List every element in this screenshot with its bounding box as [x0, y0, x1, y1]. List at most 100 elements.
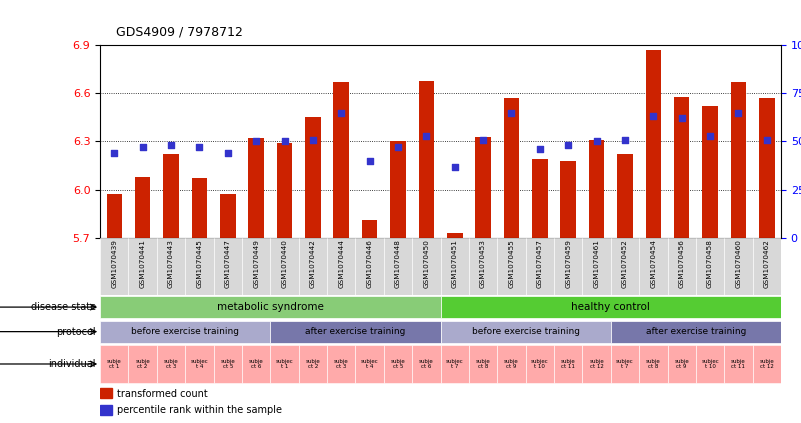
Point: [449, 163, 461, 170]
Text: GSM1070440: GSM1070440: [281, 239, 288, 288]
Bar: [356, 238, 384, 295]
Text: subje
ct 12: subje ct 12: [590, 359, 604, 369]
Bar: [100, 238, 128, 295]
Text: subje
ct 3: subje ct 3: [334, 359, 348, 369]
Bar: [617, 154, 633, 238]
Point: [363, 157, 376, 164]
Bar: [185, 345, 214, 383]
Text: GSM1070445: GSM1070445: [196, 239, 203, 288]
Point: [193, 144, 206, 151]
Text: GSM1070449: GSM1070449: [253, 239, 260, 288]
Text: after exercise training: after exercise training: [646, 327, 746, 336]
Bar: [441, 296, 781, 318]
Bar: [362, 220, 377, 238]
Bar: [384, 345, 413, 383]
Text: subjec
t 1: subjec t 1: [276, 359, 293, 369]
Text: GSM1070459: GSM1070459: [566, 239, 571, 288]
Text: GSM1070451: GSM1070451: [452, 239, 457, 288]
Bar: [497, 238, 525, 295]
Text: GSM1070439: GSM1070439: [111, 239, 117, 288]
Bar: [157, 238, 185, 295]
Text: GSM1070443: GSM1070443: [168, 239, 174, 288]
Bar: [128, 238, 157, 295]
Point: [590, 138, 603, 145]
Bar: [185, 238, 214, 295]
Bar: [191, 179, 207, 238]
Text: subje
ct 11: subje ct 11: [561, 359, 576, 369]
Bar: [667, 345, 696, 383]
Bar: [554, 238, 582, 295]
Bar: [497, 345, 525, 383]
Bar: [128, 345, 157, 383]
Text: transformed count: transformed count: [117, 389, 208, 399]
Text: protocol: protocol: [57, 327, 96, 337]
Point: [760, 136, 773, 143]
Bar: [135, 177, 151, 238]
Bar: [384, 238, 413, 295]
Bar: [582, 345, 610, 383]
Bar: [327, 345, 356, 383]
Text: GSM1070441: GSM1070441: [139, 239, 146, 288]
Bar: [100, 345, 128, 383]
Point: [420, 132, 433, 139]
Bar: [759, 98, 775, 238]
Point: [477, 136, 489, 143]
Text: subje
ct 8: subje ct 8: [646, 359, 661, 369]
Text: GSM1070447: GSM1070447: [225, 239, 231, 288]
Point: [647, 113, 660, 120]
Bar: [504, 98, 519, 238]
Bar: [639, 238, 667, 295]
Text: subje
ct 3: subje ct 3: [163, 359, 179, 369]
Bar: [220, 195, 235, 238]
Point: [250, 138, 263, 145]
Text: healthy control: healthy control: [571, 302, 650, 312]
Point: [278, 138, 291, 145]
Text: subjec
t 7: subjec t 7: [446, 359, 464, 369]
Bar: [248, 138, 264, 238]
Point: [108, 150, 121, 157]
Bar: [270, 321, 441, 343]
Bar: [469, 345, 497, 383]
Bar: [724, 238, 753, 295]
Point: [335, 109, 348, 116]
Bar: [327, 238, 356, 295]
Bar: [242, 345, 270, 383]
Text: individual: individual: [49, 359, 96, 369]
Text: GSM1070453: GSM1070453: [480, 239, 486, 288]
Bar: [469, 238, 497, 295]
Bar: [299, 238, 327, 295]
Text: GSM1070452: GSM1070452: [622, 239, 628, 288]
Bar: [753, 238, 781, 295]
Text: GSM1070454: GSM1070454: [650, 239, 656, 288]
Text: GSM1070442: GSM1070442: [310, 239, 316, 288]
Bar: [441, 321, 610, 343]
Text: subje
ct 2: subje ct 2: [305, 359, 320, 369]
Bar: [441, 345, 469, 383]
Bar: [100, 321, 270, 343]
Bar: [646, 50, 661, 238]
Point: [307, 136, 320, 143]
Text: GSM1070444: GSM1070444: [338, 239, 344, 288]
Bar: [214, 345, 242, 383]
Point: [675, 115, 688, 122]
Bar: [525, 345, 554, 383]
Text: subje
ct 12: subje ct 12: [759, 359, 774, 369]
Bar: [413, 345, 441, 383]
Point: [505, 109, 518, 116]
Text: before exercise training: before exercise training: [472, 327, 580, 336]
Bar: [696, 345, 724, 383]
Bar: [299, 345, 327, 383]
Bar: [532, 159, 548, 238]
Text: subje
ct 5: subje ct 5: [391, 359, 405, 369]
Text: before exercise training: before exercise training: [131, 327, 239, 336]
Text: subje
ct 9: subje ct 9: [504, 359, 519, 369]
Bar: [731, 82, 747, 238]
Bar: [753, 345, 781, 383]
Text: subje
ct 1: subje ct 1: [107, 359, 122, 369]
Point: [562, 142, 574, 149]
Text: after exercise training: after exercise training: [305, 327, 405, 336]
Bar: [696, 238, 724, 295]
Text: GSM1070450: GSM1070450: [424, 239, 429, 288]
Text: subje
ct 6: subje ct 6: [419, 359, 433, 369]
Point: [533, 146, 546, 153]
